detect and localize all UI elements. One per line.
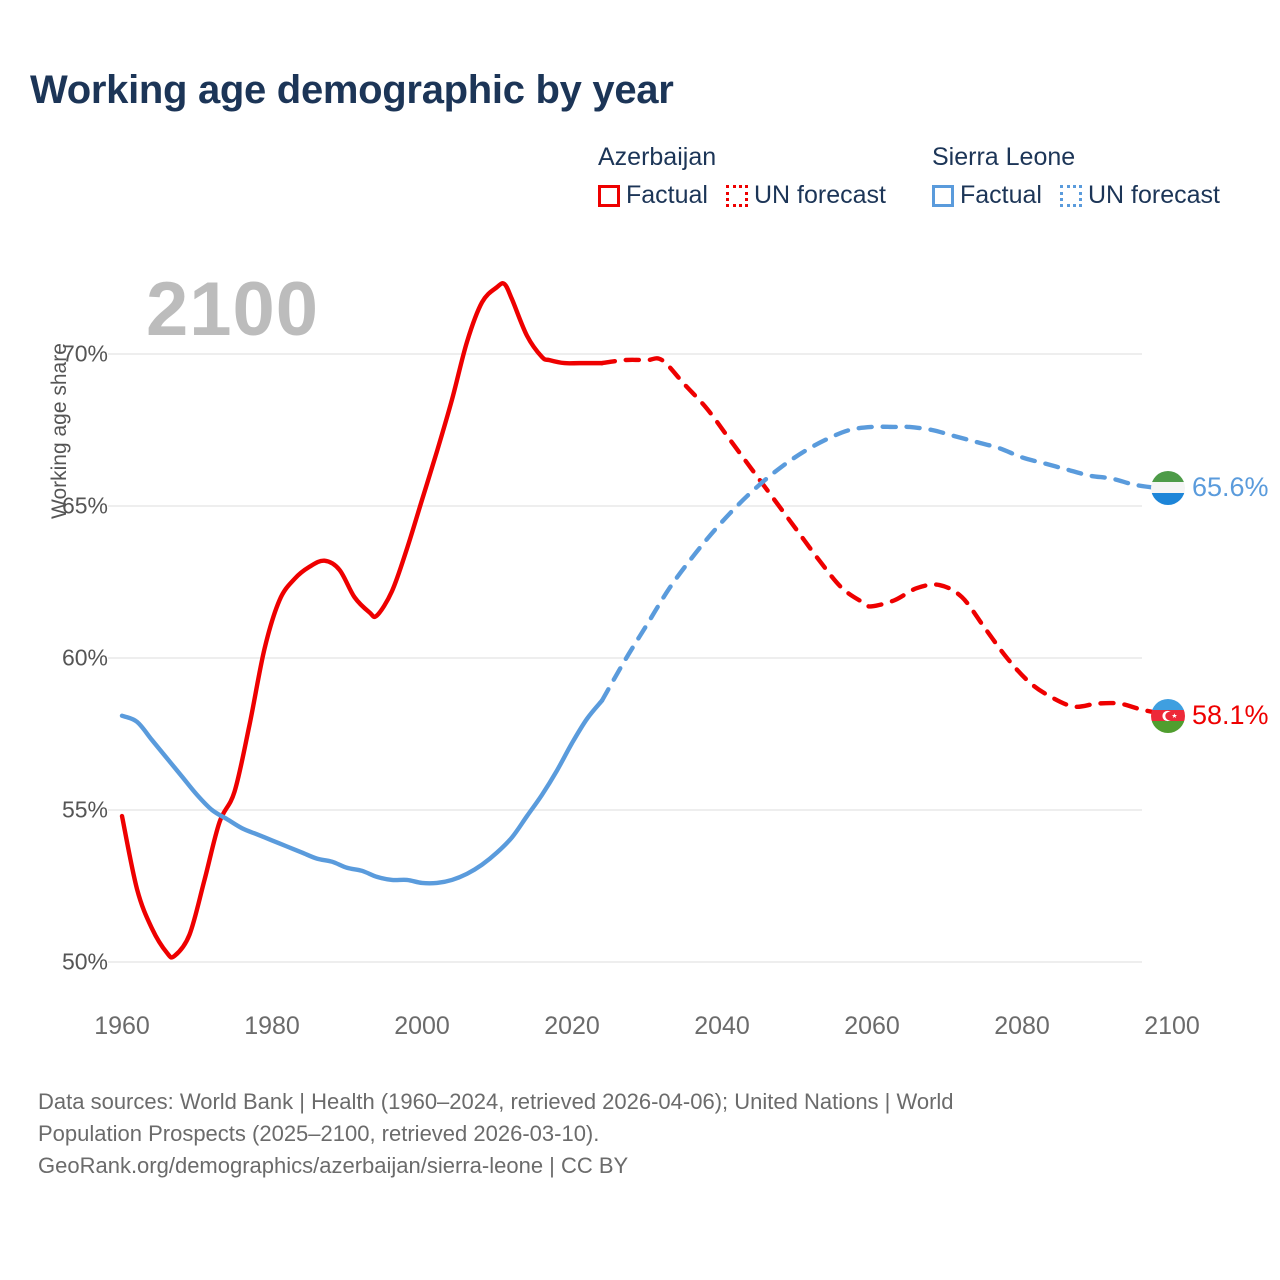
series-line-sierra-leone-factual [119, 698, 605, 886]
azerbaijan-flag-icon [1151, 698, 1185, 733]
legend-item-sierra-leone-factual[interactable]: Factual [932, 181, 1042, 210]
end-label-azerbaijan: 58.1% [1151, 698, 1269, 733]
footer-sources: Data sources: World Bank | Health (1960–… [38, 1086, 1248, 1182]
y-axis-tick-label: 70% [61, 340, 108, 367]
end-label-value: 65.6% [1192, 472, 1269, 503]
end-label-value: 58.1% [1192, 700, 1269, 731]
legend-item-label: Factual [960, 181, 1042, 209]
footer-line-3[interactable]: GeoRank.org/demographics/azerbaijan/sier… [38, 1152, 629, 1178]
legend-country-label: Sierra Leone [932, 143, 1076, 171]
y-axis-tick-label: 65% [61, 492, 108, 519]
legend-group-sierra-leone: Sierra Leone Factual UN forecast [932, 142, 1220, 210]
chart-legend: Azerbaijan Factual UN forecast Sierra Le… [598, 142, 1258, 224]
legend-item-label: UN forecast [1087, 181, 1220, 209]
end-label-sierra-leone: 65.6% [1151, 470, 1269, 505]
series-line-azerbaijan-factual [119, 281, 605, 960]
y-axis-tick-label: 50% [61, 948, 108, 975]
legend-swatch-solid-icon [598, 184, 620, 207]
legend-item-label: Factual [626, 181, 708, 209]
legend-item-azerbaijan-forecast[interactable]: UN forecast [725, 181, 886, 210]
crescent-star-icon [1151, 699, 1185, 733]
legend-swatch-dotted-icon [725, 184, 748, 207]
legend-item-label: UN forecast [753, 181, 886, 209]
legend-item-sierra-leone-forecast[interactable]: UN forecast [1059, 181, 1220, 210]
legend-swatch-solid-icon [932, 184, 954, 207]
page-title: Working age demographic by year [30, 68, 674, 112]
sierra-leone-flag-icon [1151, 470, 1185, 505]
x-axis-tick-label: 2020 [544, 1012, 600, 1040]
x-axis-tick-label: 2060 [844, 1012, 900, 1040]
x-axis-tick-label: 1980 [244, 1012, 300, 1040]
series-lines [119, 281, 1175, 960]
series-line-sierra-leone-forecast [599, 424, 1175, 703]
x-axis-tick-label: 1960 [94, 1012, 150, 1040]
x-axis-tick-label: 2000 [394, 1012, 450, 1040]
legend-group-azerbaijan: Azerbaijan Factual UN forecast [598, 142, 886, 210]
x-axis-tick-label: 2080 [994, 1012, 1050, 1040]
y-axis-tick-label: 55% [61, 796, 108, 823]
gridlines [108, 353, 1142, 963]
x-axis-tick-label: 2100 [1144, 1012, 1200, 1040]
legend-swatch-dotted-icon [1059, 184, 1082, 207]
x-axis-tick-label: 2040 [694, 1012, 750, 1040]
legend-country-label: Azerbaijan [598, 143, 717, 171]
footer-line-2: Population Prospects (2025–2100, retriev… [38, 1120, 600, 1146]
series-line-azerbaijan-forecast [599, 356, 1175, 718]
watermark-year: 2100 [146, 267, 320, 352]
y-axis-tick-label: 60% [61, 644, 108, 671]
legend-item-azerbaijan-factual[interactable]: Factual [598, 181, 708, 210]
footer-line-1: Data sources: World Bank | Health (1960–… [38, 1089, 954, 1114]
